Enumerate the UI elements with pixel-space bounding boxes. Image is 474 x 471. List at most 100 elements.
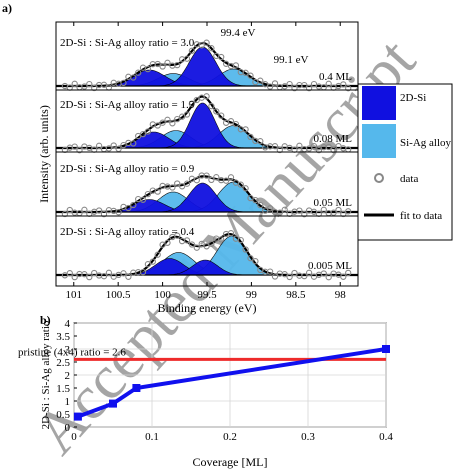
peak-siag-annotation: 99.1 eV xyxy=(274,54,309,66)
data-point xyxy=(71,273,78,281)
data-point xyxy=(178,113,186,120)
data-point xyxy=(193,244,200,251)
data-point xyxy=(139,130,147,138)
data-point xyxy=(218,53,225,61)
xps-spectra-plot: 2D-Si : Si-Ag alloy ratio = 3.00.4 ML2D-… xyxy=(37,21,359,315)
data-point xyxy=(227,118,235,125)
data-point xyxy=(222,60,230,67)
x-tick-label-b: 0.2 xyxy=(223,431,237,443)
spectrum-3: 2D-Si : Si-Ag alloy ratio = 0.4 0.005 ML xyxy=(56,226,358,281)
data-point xyxy=(266,83,274,90)
data-point xyxy=(193,96,200,104)
data-point xyxy=(169,184,176,191)
data-point xyxy=(208,102,215,110)
data-point xyxy=(301,211,308,218)
data-point xyxy=(203,172,210,179)
data-point xyxy=(208,176,215,184)
data-point xyxy=(91,269,98,277)
data-point xyxy=(130,201,137,209)
data-point xyxy=(291,269,298,277)
data-point xyxy=(213,174,220,181)
data-point xyxy=(164,59,171,66)
ratio-label: 2D-Si : Si-Ag alloy ratio = 0.9 xyxy=(60,163,195,175)
data-point xyxy=(144,261,152,268)
data-point xyxy=(340,210,347,218)
data-point xyxy=(271,80,279,87)
data-point xyxy=(320,270,327,277)
ratio-label: 2D-Si : Si-Ag alloy ratio = 3.0 xyxy=(60,37,195,49)
data-point xyxy=(310,80,318,88)
y-axis-label-a: Intensity (arb. units) xyxy=(37,105,51,203)
data-point xyxy=(262,207,269,214)
x-tick-label-b: 0.1 xyxy=(145,431,159,443)
data-point xyxy=(193,177,200,184)
x-tick-label-b: 0.4 xyxy=(379,431,393,443)
legend-label-2d-si: 2D-Si xyxy=(400,92,426,104)
coverage-ratio-plot: 0 0.1 0.2 0.3 0.4 00.511.522.533.54 pristine … xyxy=(18,318,393,469)
data-point xyxy=(320,206,327,213)
data-point xyxy=(257,77,264,84)
data-point xyxy=(262,81,269,88)
coverage-label: 0.4 ML xyxy=(319,71,352,83)
data-point xyxy=(208,240,215,247)
data-point xyxy=(120,141,127,149)
data-point xyxy=(95,207,103,214)
data-point xyxy=(281,271,288,278)
data-point xyxy=(174,61,181,69)
data-point xyxy=(135,69,142,76)
legend-label-data: data xyxy=(400,173,418,185)
data-point xyxy=(335,206,342,214)
pristine-ratio-label: pristine (4x4) ratio = 2.6 xyxy=(18,346,126,358)
y-tick-label-b: 3 xyxy=(65,344,71,356)
data-point xyxy=(81,271,88,278)
y-tick-label-b: 1 xyxy=(65,396,71,408)
data-point xyxy=(198,240,205,248)
x-tick-label-a: 100 xyxy=(154,289,171,301)
data-point xyxy=(222,177,230,184)
x-tick-label-b: 0.3 xyxy=(301,431,315,443)
data-point xyxy=(340,273,347,280)
data-point xyxy=(154,122,161,129)
data-point xyxy=(305,84,313,92)
data-point xyxy=(330,146,337,154)
data-point xyxy=(242,126,249,133)
data-point xyxy=(247,255,254,262)
data-point xyxy=(198,42,205,49)
data-point xyxy=(213,108,220,115)
data-point xyxy=(188,47,196,54)
x-tick-label-a: 101 xyxy=(66,289,83,301)
data-point xyxy=(296,207,303,214)
x-tick-label-a: 99.5 xyxy=(197,289,217,301)
data-point xyxy=(66,206,73,214)
data-point xyxy=(252,196,259,204)
data-point xyxy=(100,81,108,88)
data-point xyxy=(266,268,274,275)
legend: 2D-Si Si-Ag alloy data fit to data xyxy=(357,83,453,241)
si-2d-component xyxy=(56,46,358,87)
ratio-data-point xyxy=(73,412,82,421)
ratio-data-point xyxy=(382,345,390,353)
data-point xyxy=(345,269,352,277)
data-point xyxy=(252,258,259,265)
data-point xyxy=(325,274,332,281)
data-point xyxy=(144,65,152,73)
data-point xyxy=(100,273,108,280)
x-axis-label-b: Coverage [ML] xyxy=(193,455,268,469)
data-point xyxy=(125,204,132,212)
y-axis-label-b: 2D-Si : Si-Ag alloy ratio xyxy=(40,320,52,429)
data-point xyxy=(183,55,191,62)
data-point xyxy=(115,209,122,216)
data-point xyxy=(61,210,69,218)
coverage-label: 0.05 ML xyxy=(314,197,353,209)
data-point xyxy=(325,80,332,87)
ratio-label: 2D-Si : Si-Ag alloy ratio = 0.4 xyxy=(60,226,195,238)
data-point xyxy=(301,81,308,89)
data-point xyxy=(81,83,88,90)
data-point xyxy=(174,115,181,123)
data-point xyxy=(247,72,254,79)
data-point xyxy=(154,188,161,195)
data-point xyxy=(257,138,264,145)
data-point xyxy=(159,63,166,70)
data-point xyxy=(183,237,191,244)
spectrum-0: 2D-Si : Si-Ag alloy ratio = 3.0 0.4 ML xyxy=(56,37,358,92)
